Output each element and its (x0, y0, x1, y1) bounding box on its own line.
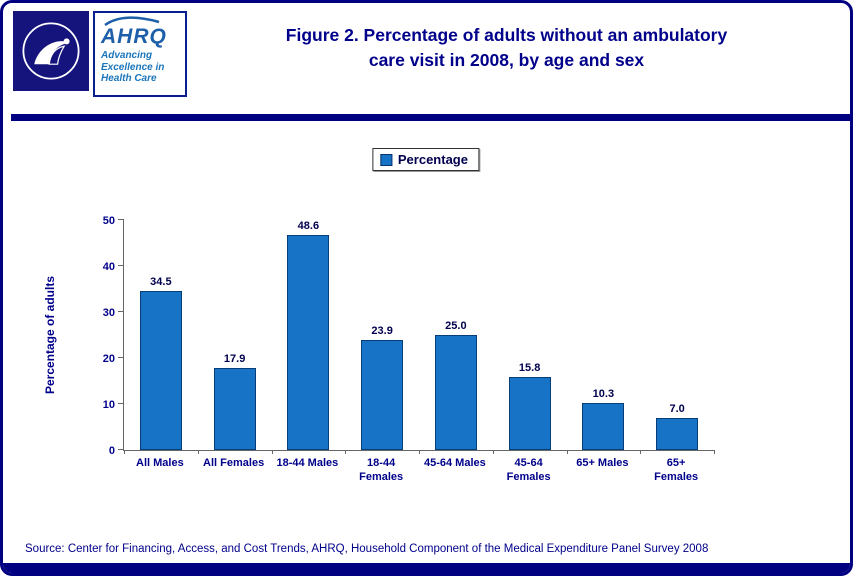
category-label: All Females (203, 457, 265, 469)
category-label: 18-44 Females (359, 457, 404, 484)
legend-label: Percentage (397, 152, 468, 167)
category-label: 65+ Females (654, 457, 699, 484)
y-tick-label: 30 (102, 307, 115, 319)
x-tick-mark (640, 450, 642, 454)
y-tick-mark (118, 219, 124, 220)
hhs-logo (13, 11, 89, 91)
x-tick-mark (492, 450, 494, 454)
bar-group: 23.9 (345, 220, 419, 450)
bar (361, 340, 404, 450)
ahrq-tagline-line2: Excellence in (101, 61, 165, 73)
x-tick-mark (566, 450, 568, 454)
bottom-accent-bar (3, 563, 850, 573)
figure-title: Figure 2. Percentage of adults without a… (219, 23, 794, 72)
bar-value-label: 23.9 (371, 325, 393, 338)
bar (582, 402, 625, 450)
ahrq-tagline-line3: Health Care (101, 73, 157, 84)
y-tick-mark (118, 311, 124, 312)
bar-value-label: 34.5 (150, 276, 172, 289)
bar-group: 48.6 (272, 220, 346, 450)
category-label: 45-64 Males (423, 457, 486, 469)
y-tick-label: 0 (108, 445, 115, 457)
header-divider (11, 114, 850, 121)
figure-title-line2: care visit in 2008, by age and sex (368, 49, 645, 70)
figure-title-line1: Figure 2. Percentage of adults without a… (285, 25, 728, 45)
category-labels: All Males All Females 18-44 Males 18-44 Fem… (123, 456, 713, 485)
category-label: 45-64 Females (506, 457, 551, 484)
y-tick-label: 40 (102, 261, 115, 273)
y-tick-label: 20 (102, 353, 115, 365)
y-tick-label: 50 (102, 215, 115, 227)
source-note: Source: Center for Financing, Access, an… (25, 543, 709, 555)
ahrq-wordmark: AHRQ (101, 25, 167, 48)
y-tick-mark (118, 357, 124, 358)
category-label: All Males (136, 457, 184, 469)
ahrq-tagline-line1: Advancing (101, 50, 153, 61)
bar (656, 417, 699, 450)
y-tick-mark (118, 265, 124, 266)
bar-value-label: 25.0 (445, 320, 467, 332)
x-tick-mark (124, 450, 125, 454)
bar (213, 367, 256, 450)
bars: 34.5 17.9 48.6 23.9 25.0 15.8 10.3 7.0 (124, 220, 714, 450)
y-tick-label: 10 (102, 399, 115, 411)
y-axis-title-text: Percentage of adults (43, 275, 57, 395)
y-tick-mark (118, 449, 124, 450)
legend: Percentage (371, 148, 479, 171)
bar-group: 25.0 (419, 220, 493, 450)
bar-group: 10.3 (567, 220, 641, 450)
bar (434, 335, 477, 450)
x-tick-mark (345, 450, 347, 454)
bar (139, 291, 182, 450)
y-axis-title: Percentage of adults (39, 220, 61, 450)
x-tick-mark (271, 450, 273, 454)
category-label: 18-44 Males (276, 457, 339, 469)
bar-value-label: 17.9 (223, 352, 246, 365)
bar-value-label: 10.3 (592, 387, 615, 400)
bar-value-label: 15.8 (518, 362, 541, 375)
x-tick-mark (197, 450, 199, 454)
x-tick-mark (714, 450, 715, 454)
ahrq-swoosh-icon (104, 16, 160, 26)
bar (287, 235, 330, 450)
bar-group: 7.0 (640, 220, 714, 450)
y-tick-mark (118, 403, 124, 404)
hhs-eagle-icon (22, 22, 80, 80)
bar (508, 377, 551, 450)
legend-swatch-icon (379, 153, 392, 166)
bar-group: 17.9 (198, 220, 272, 450)
x-tick-mark (419, 450, 420, 454)
ahrq-tagline: Advancing Excellence in Health Care (101, 50, 181, 85)
bar-group: 15.8 (493, 220, 567, 450)
ahrq-logo: AHRQ Advancing Excellence in Health Care (93, 11, 187, 97)
category-label: 65+ Males (576, 457, 629, 469)
bar-group: 34.5 (124, 220, 198, 450)
bar-value-label: 7.0 (669, 402, 685, 415)
plot-area: 34.5 17.9 48.6 23.9 25.0 15.8 10.3 7.0 0 10 20 30 4… (103, 215, 715, 457)
header: AHRQ Advancing Excellence in Health Care… (9, 9, 844, 111)
bar-value-label: 48.6 (297, 220, 320, 232)
